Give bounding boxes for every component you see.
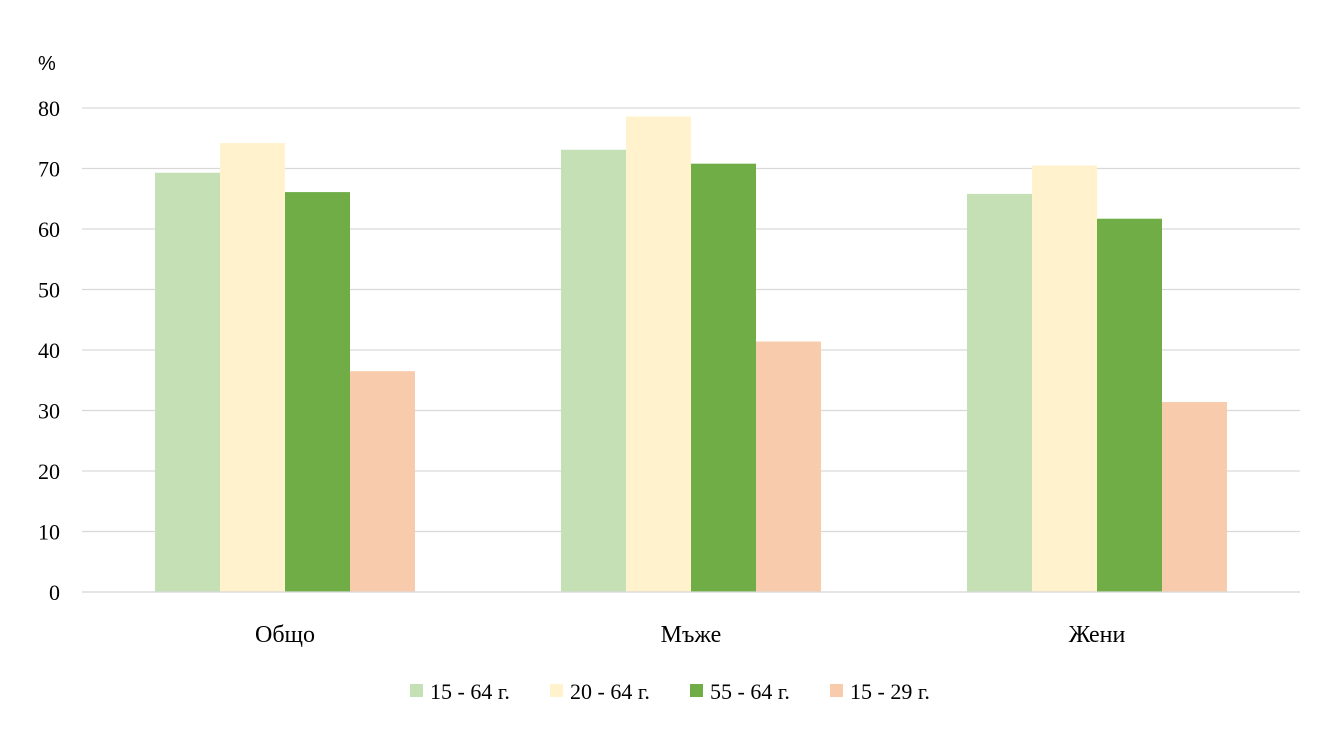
y-tick-label: 0 — [49, 580, 60, 605]
bar — [1097, 218, 1162, 592]
y-tick-label: 20 — [38, 459, 60, 484]
y-tick-label: 80 — [38, 96, 60, 121]
bar — [691, 163, 756, 592]
bar — [285, 192, 350, 592]
y-tick-label: 40 — [38, 338, 60, 363]
legend-swatch — [410, 684, 423, 697]
y-tick-label: 60 — [38, 217, 60, 242]
bar — [1162, 402, 1227, 592]
bar — [561, 149, 626, 592]
bar — [626, 116, 691, 592]
bars — [155, 116, 1227, 593]
legend-label: 15 - 29 г. — [850, 679, 930, 704]
bar — [155, 172, 220, 593]
bar — [967, 193, 1032, 592]
category-label: Мъже — [661, 622, 722, 648]
bar — [350, 371, 415, 592]
legend-swatch — [690, 684, 703, 697]
legend-swatch — [550, 684, 563, 697]
category-label: Общо — [255, 622, 315, 648]
y-tick-label: 70 — [38, 157, 60, 182]
y-tick-label: 30 — [38, 399, 60, 424]
y-unit-label: % — [38, 53, 56, 75]
y-tick-label: 10 — [38, 520, 60, 545]
legend-label: 55 - 64 г. — [710, 679, 790, 704]
y-axis-tick-labels: 0 10 20 30 40 50 60 70 80 — [38, 96, 60, 605]
bar — [756, 341, 821, 592]
legend-label: 15 - 64 г. — [430, 679, 510, 704]
legend-label: 20 - 64 г. — [570, 679, 650, 704]
legend-swatch — [830, 684, 843, 697]
category-labels: Общо Мъже Жени — [255, 622, 1125, 648]
bar — [220, 143, 285, 592]
y-tick-label: 50 — [38, 278, 60, 303]
category-label: Жени — [1069, 622, 1126, 648]
legend: 15 - 64 г. 20 - 64 г. 55 - 64 г. 15 - 29 г. — [410, 679, 930, 704]
bar — [1032, 165, 1097, 592]
